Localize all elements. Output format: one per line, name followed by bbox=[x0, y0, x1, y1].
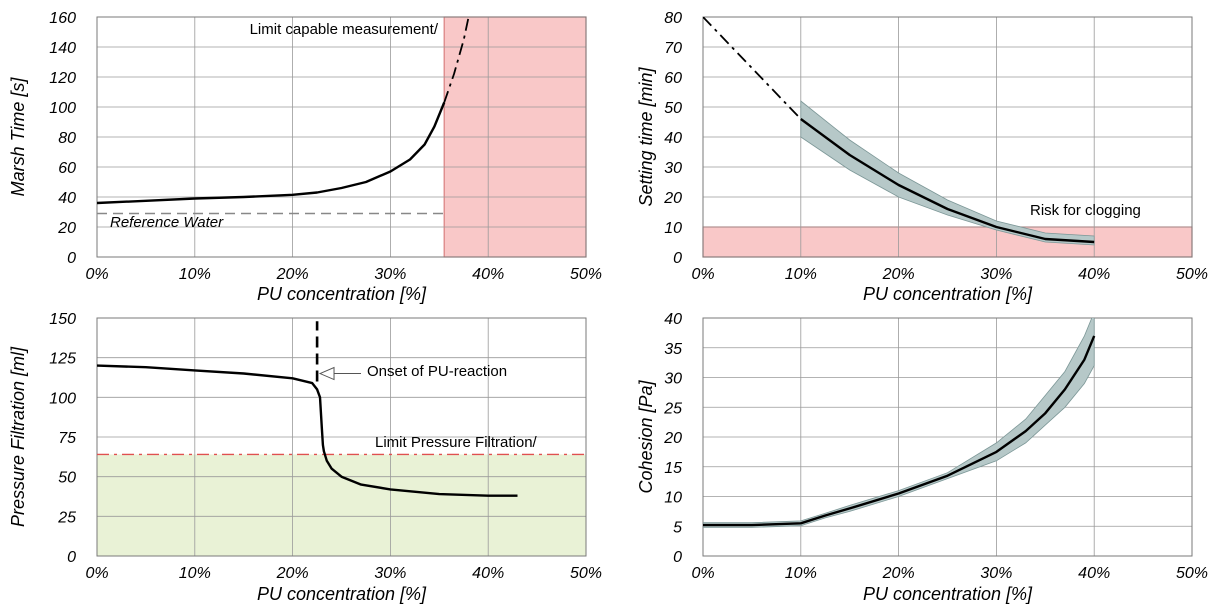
uncertainty-band bbox=[703, 318, 1095, 528]
x-tick-label: 40% bbox=[1078, 266, 1110, 283]
reference-line-label: Limit Pressure Filtration/ bbox=[375, 434, 538, 451]
y-tick-label: 25 bbox=[57, 509, 76, 526]
x-tick-label: 20% bbox=[882, 266, 915, 283]
y-tick-label: 0 bbox=[67, 250, 76, 267]
annotation-arrow-head bbox=[318, 366, 335, 381]
series-line bbox=[97, 364, 518, 497]
y-tick-label: 25 bbox=[663, 400, 682, 417]
x-tick-label: 0% bbox=[691, 266, 714, 283]
y-tick-label: 50 bbox=[58, 470, 76, 487]
y-tick-label: 60 bbox=[58, 160, 76, 177]
x-tick-label: 20% bbox=[276, 565, 309, 582]
y-tick-label: 160 bbox=[49, 10, 76, 27]
series-line bbox=[703, 17, 802, 120]
series-line bbox=[703, 335, 1096, 527]
series-line bbox=[800, 118, 1095, 244]
x-tick-label: 0% bbox=[691, 565, 714, 582]
shaded-region bbox=[702, 226, 1193, 258]
y-tick-label: 20 bbox=[663, 190, 682, 207]
y-tick-label: 50 bbox=[664, 100, 682, 117]
x-axis-label: PU concentration [%] bbox=[863, 284, 1033, 304]
y-tick-label: 10 bbox=[664, 490, 682, 507]
y-axis-label: Cohesion [Pa] bbox=[636, 379, 656, 493]
shaded-region bbox=[97, 454, 586, 556]
plot-border bbox=[702, 317, 1193, 557]
y-tick-label: 20 bbox=[57, 220, 76, 237]
uncertainty-band bbox=[800, 100, 1095, 246]
y-tick-label: 100 bbox=[49, 390, 76, 407]
series-line bbox=[443, 17, 470, 103]
y-tick-label: 0 bbox=[673, 549, 682, 566]
x-tick-label: 30% bbox=[374, 266, 406, 283]
x-tick-label: 30% bbox=[980, 266, 1012, 283]
chart-cohesion: 0% 10% 20% 30% 40% 50% 0 5 10 15 20 25 30 35 40 PU conc… bbox=[636, 311, 1208, 604]
x-tick-label: 20% bbox=[276, 266, 309, 283]
y-tick-label: 30 bbox=[664, 371, 682, 388]
x-tick-label: 20% bbox=[882, 565, 915, 582]
y-tick-label: 70 bbox=[664, 40, 682, 57]
y-tick-label: 120 bbox=[49, 70, 76, 87]
x-tick-label: 30% bbox=[374, 565, 406, 582]
x-tick-label: 0% bbox=[85, 565, 108, 582]
y-tick-label: 150 bbox=[49, 311, 76, 328]
y-tick-label: 0 bbox=[673, 250, 682, 267]
y-tick-label: 40 bbox=[664, 311, 682, 328]
y-tick-label: 40 bbox=[58, 190, 76, 207]
y-tick-label: 80 bbox=[664, 10, 682, 27]
y-tick-label: 15 bbox=[664, 460, 682, 477]
x-tick-label: 50% bbox=[570, 565, 602, 582]
y-tick-label: 5 bbox=[673, 519, 682, 536]
y-tick-label: 140 bbox=[49, 40, 76, 57]
series-line bbox=[97, 102, 446, 205]
chart-pressure-filtration: Limit Pressure Filtration/Onset of PU-re… bbox=[8, 311, 602, 604]
x-tick-label: 10% bbox=[179, 266, 211, 283]
x-tick-label: 50% bbox=[1176, 565, 1208, 582]
x-tick-label: 40% bbox=[472, 266, 504, 283]
x-tick-label: 10% bbox=[785, 565, 817, 582]
x-axis-label: PU concentration [%] bbox=[257, 584, 427, 604]
annotation-text: Onset of PU-reaction bbox=[367, 363, 507, 380]
plot-border bbox=[96, 16, 587, 258]
y-tick-label: 10 bbox=[664, 220, 682, 237]
annotation-text: Risk for clogging bbox=[1030, 202, 1141, 219]
y-tick-label: 35 bbox=[664, 341, 682, 358]
y-axis-label: Pressure Filtration [ml] bbox=[8, 346, 28, 527]
chart-setting-time: Risk for clogging 0% 10% 20% 30% 40% 50% 0 10 20 3… bbox=[636, 10, 1208, 304]
y-tick-label: 125 bbox=[49, 351, 76, 368]
plot-border bbox=[96, 317, 587, 557]
plot-border bbox=[702, 16, 1193, 258]
y-tick-label: 30 bbox=[664, 160, 682, 177]
y-tick-label: 60 bbox=[664, 70, 682, 87]
y-tick-label: 80 bbox=[58, 130, 76, 147]
y-axis-label: Setting time [min] bbox=[636, 66, 656, 206]
x-tick-label: 30% bbox=[980, 565, 1012, 582]
x-tick-label: 40% bbox=[1078, 565, 1110, 582]
x-tick-label: 10% bbox=[179, 565, 211, 582]
y-tick-label: 20 bbox=[663, 430, 682, 447]
x-tick-label: 50% bbox=[570, 266, 602, 283]
y-tick-label: 75 bbox=[58, 430, 76, 447]
y-tick-label: 100 bbox=[49, 100, 76, 117]
x-axis-label: PU concentration [%] bbox=[257, 284, 427, 304]
y-tick-label: 40 bbox=[664, 130, 682, 147]
x-tick-label: 50% bbox=[1176, 266, 1208, 283]
x-tick-label: 10% bbox=[785, 266, 817, 283]
x-tick-label: 0% bbox=[85, 266, 108, 283]
annotation-text: Limit capable measurement/ bbox=[250, 21, 439, 38]
y-axis-label: Marsh Time [s] bbox=[8, 77, 28, 197]
x-tick-label: 40% bbox=[472, 565, 504, 582]
y-tick-label: 0 bbox=[67, 549, 76, 566]
reference-line-label: Reference Water bbox=[110, 214, 224, 231]
chart-marsh-time: Reference Water Limit capable measurement… bbox=[8, 10, 602, 304]
x-axis-label: PU concentration [%] bbox=[863, 584, 1033, 604]
